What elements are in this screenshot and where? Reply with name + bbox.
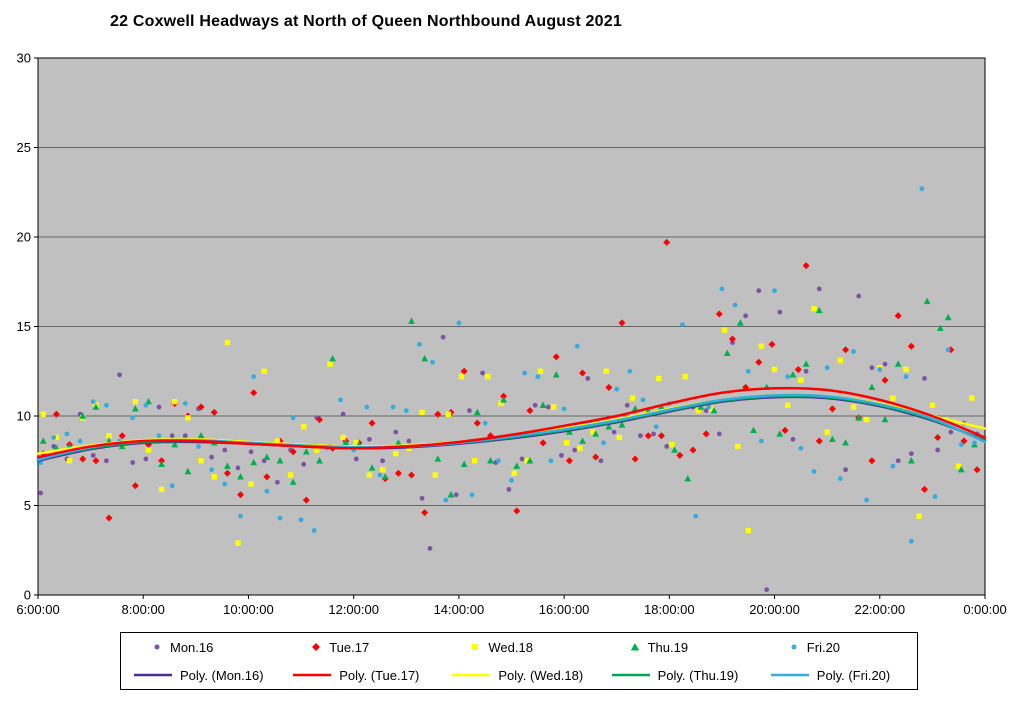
- x-tick-label: 12:00:00: [328, 602, 379, 617]
- x-tick-label: 0:00:00: [963, 602, 1006, 617]
- plot-border: [37, 57, 986, 596]
- poly-fri20-line-icon: [770, 673, 809, 677]
- tue17-marker-icon: [312, 643, 321, 651]
- poly-thu19-line-icon: [611, 673, 650, 677]
- legend-item-tue17: Tue.17: [280, 640, 439, 655]
- legend-label: Poly. (Tue.17): [339, 667, 420, 683]
- series-Tue.17-markers: [39, 238, 981, 522]
- y-tick-label: 10: [17, 409, 31, 424]
- x-axis: 6:00:00 8:00:00 10:00:00 12:00:00 14:00:00 16…: [16, 595, 1007, 617]
- x-tick-label: 8:00:00: [122, 602, 165, 617]
- x-tick-label: 20:00:00: [749, 602, 800, 617]
- legend-label: Thu.19: [647, 639, 689, 655]
- legend-label: Poly. (Thu.19): [657, 667, 739, 683]
- x-tick-label: 10:00:00: [223, 602, 274, 617]
- legend-label: Poly. (Fri.20): [816, 667, 891, 683]
- series-Thu.19-markers: [39, 297, 978, 498]
- mon16-marker-icon: [154, 644, 160, 650]
- y-axis: 0 5 10 15 20 25 30: [17, 51, 38, 603]
- legend-item-poly-tue17: Poly. (Tue.17): [280, 668, 439, 683]
- legend-item-thu19: Thu.19: [599, 640, 758, 655]
- legend-item-poly-fri20: Poly. (Fri.20): [758, 668, 917, 683]
- y-tick-label: 25: [17, 140, 31, 155]
- legend-item-mon16: Mon.16: [121, 640, 280, 655]
- chart-title: 22 Coxwell Headways at North of Queen No…: [110, 13, 622, 30]
- gridlines: [38, 147, 985, 506]
- y-tick-label: 5: [24, 498, 31, 513]
- x-tick-label: 6:00:00: [16, 602, 59, 617]
- x-tick-label: 18:00:00: [644, 602, 695, 617]
- wed18-marker-icon: [472, 644, 479, 650]
- legend-label: Tue.17: [329, 639, 370, 655]
- x-tick-label: 22:00:00: [854, 602, 905, 617]
- series-Fri.20-markers: [38, 186, 977, 544]
- legend-item-wed18: Wed.18: [439, 640, 598, 655]
- poly-tue17-line-icon: [293, 673, 332, 677]
- poly-mon16-line-icon: [134, 673, 172, 677]
- y-tick-label: 15: [17, 319, 31, 334]
- legend-row-markers: Mon.16 Tue.17 Wed.18 Thu.19 Fri.20: [121, 633, 917, 661]
- legend-box: Mon.16 Tue.17 Wed.18 Thu.19 Fri.20: [120, 632, 918, 690]
- legend-label: Poly. (Mon.16): [180, 667, 264, 683]
- x-tick-label: 16:00:00: [539, 602, 590, 617]
- legend-label: Mon.16: [170, 639, 214, 655]
- x-tick-label: 14:00:00: [434, 602, 485, 617]
- poly-wed18-line-icon: [452, 673, 491, 677]
- legend-label: Fri.20: [806, 639, 841, 655]
- y-tick-label: 0: [24, 588, 31, 603]
- legend-label: Poly. (Wed.18): [498, 667, 584, 683]
- legend-item-poly-mon16: Poly. (Mon.16): [121, 668, 280, 683]
- plot-region: 0 5 10 15 20 25 30 6:00:00 8:00:00 10:00:00 12:00:…: [16, 51, 1007, 618]
- thu19-marker-icon: [630, 643, 639, 651]
- legend-item-fri20: Fri.20: [758, 640, 917, 655]
- trendline-Poly. (Tue.17): [36, 386, 987, 459]
- legend-item-poly-thu19: Poly. (Thu.19): [599, 668, 758, 683]
- y-tick-label: 20: [17, 230, 31, 245]
- legend-label: Wed.18: [488, 639, 533, 655]
- legend-row-trendlines: Poly. (Mon.16) Poly. (Tue.17) Poly. (Wed…: [121, 661, 917, 689]
- y-tick-label: 30: [17, 51, 31, 66]
- legend-item-poly-wed18: Poly. (Wed.18): [439, 668, 598, 683]
- fri20-marker-icon: [791, 644, 797, 650]
